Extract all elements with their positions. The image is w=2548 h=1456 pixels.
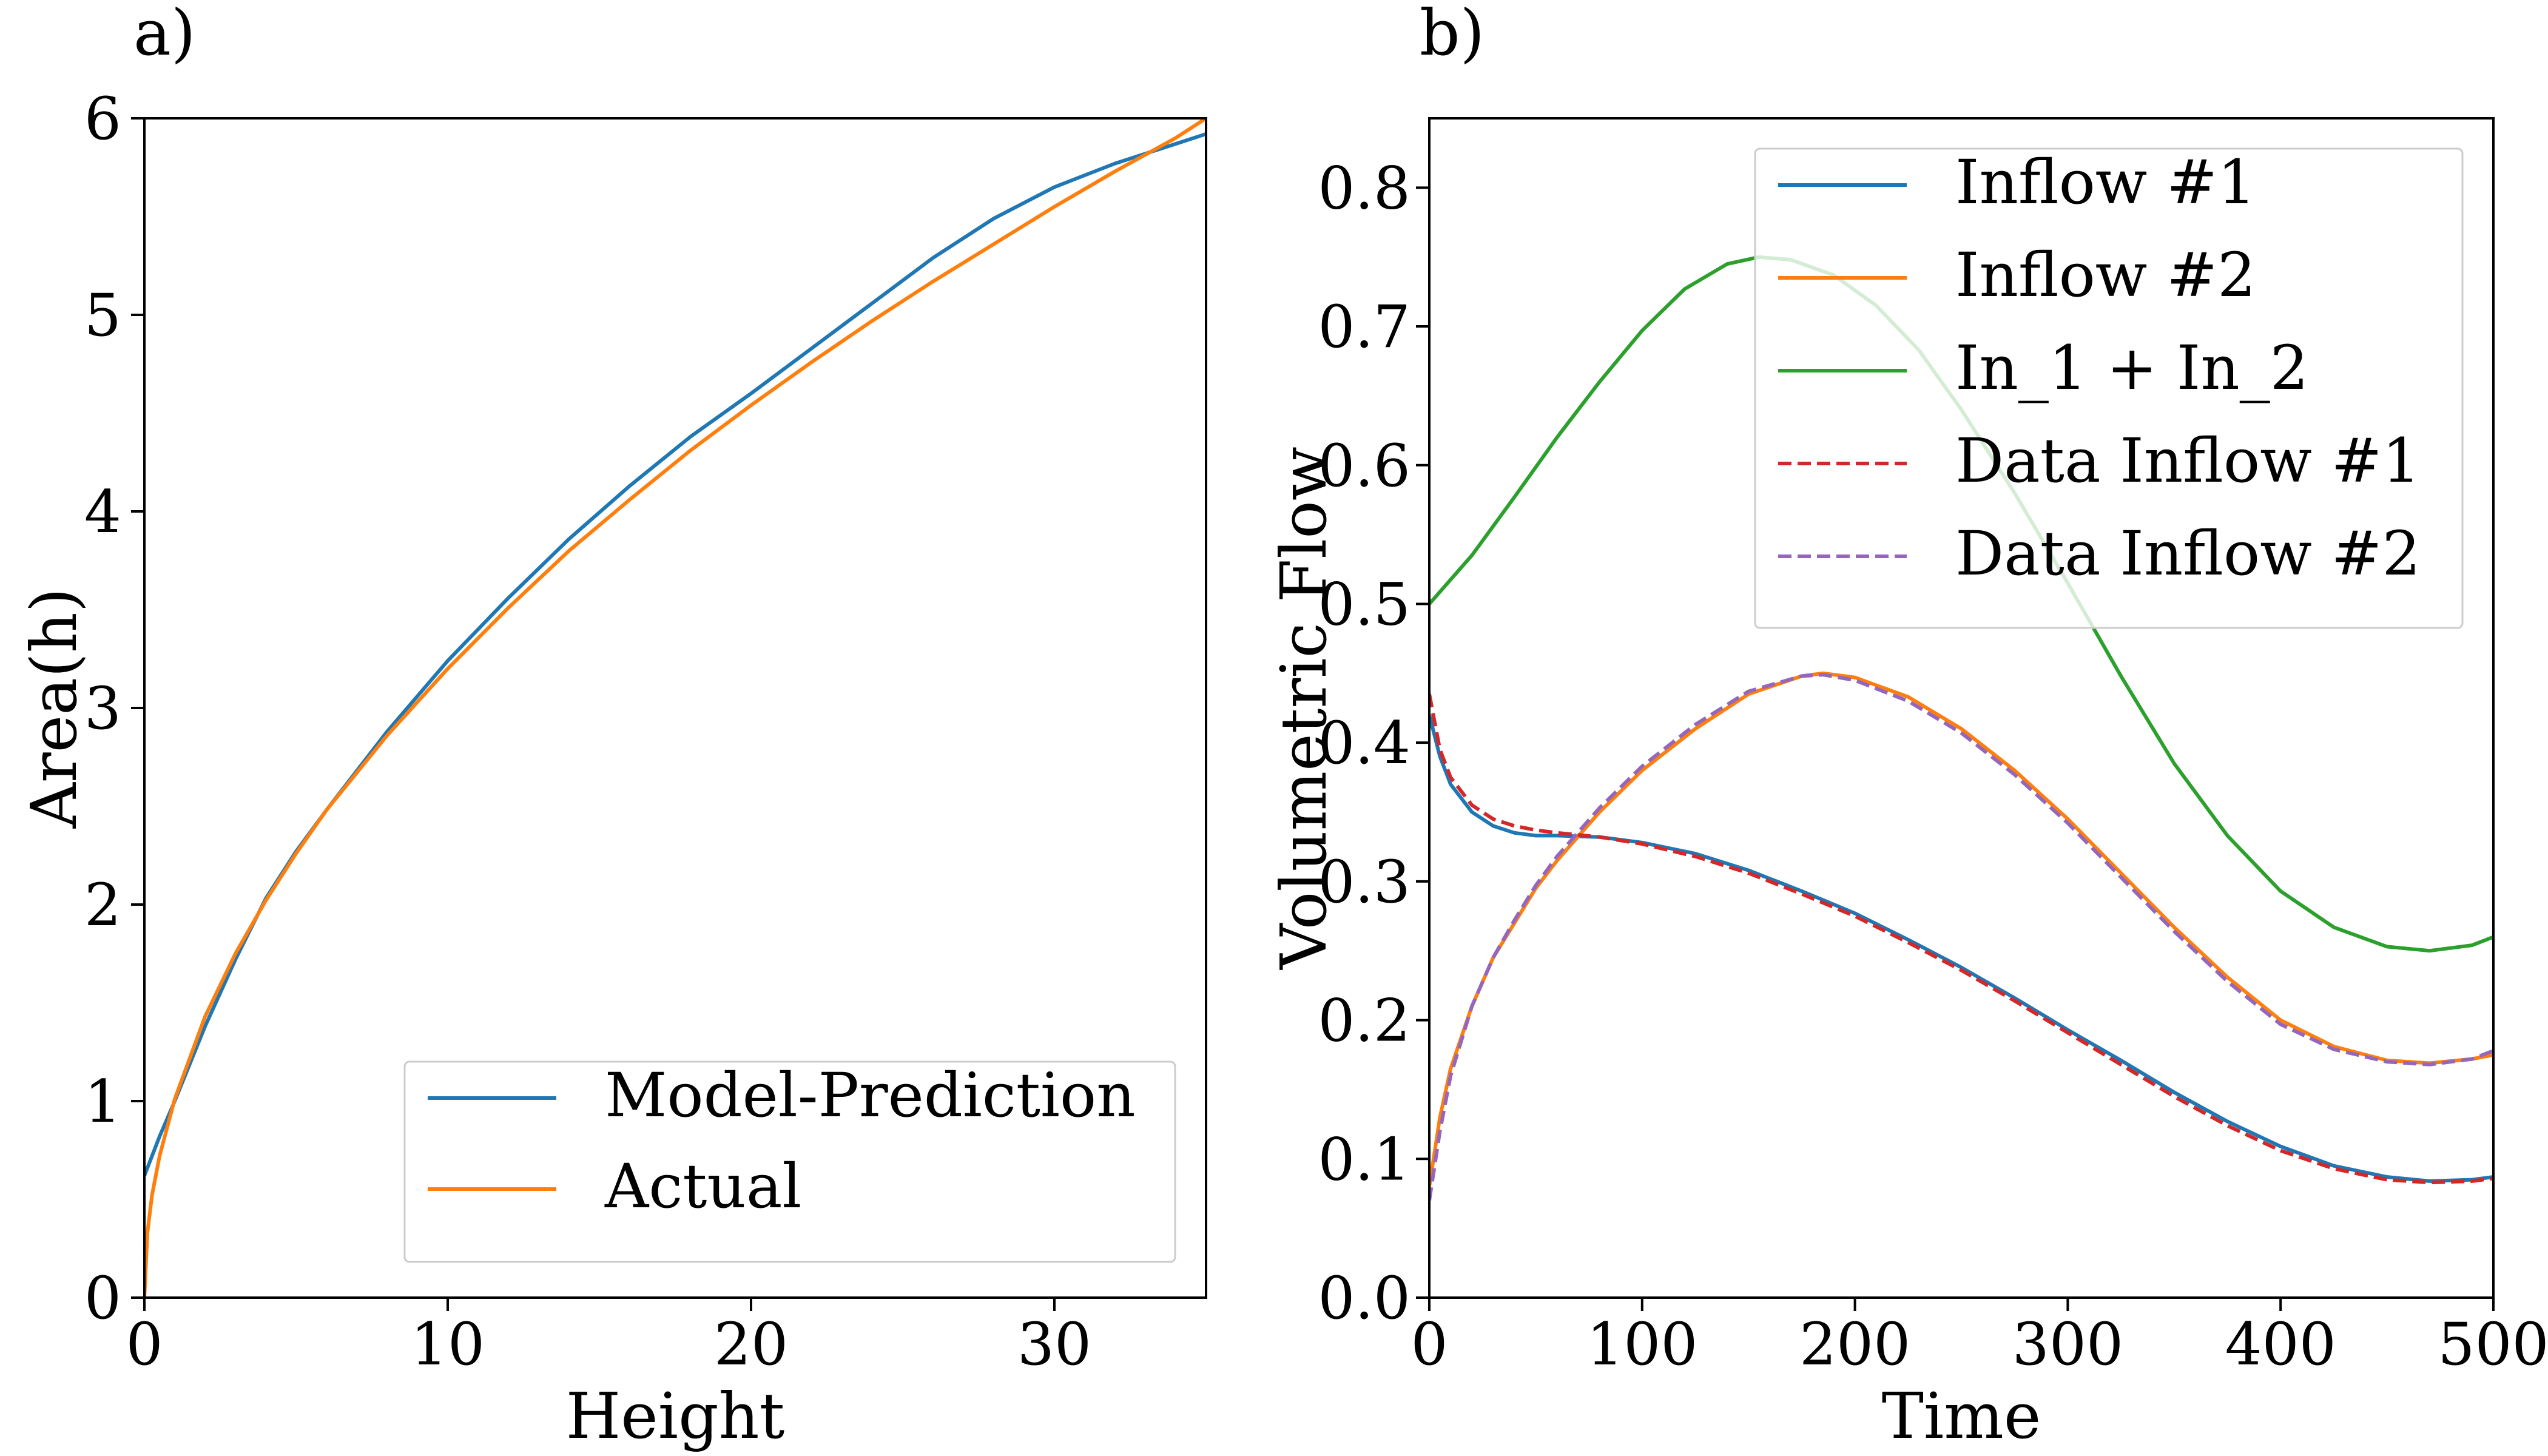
y-tick-label: 0.7	[1318, 293, 1410, 361]
series-line-data-inflow-2	[1429, 673, 2493, 1201]
panel-a-y-axis-label: Area(h)	[17, 588, 91, 829]
x-tick-label: 500	[2438, 1310, 2548, 1378]
series-line-model-prediction	[144, 132, 1206, 1177]
y-tick-label: 0.4	[1318, 709, 1410, 777]
panel-b-plot-frame	[1428, 117, 2495, 1299]
y-tick-label: 0.2	[1318, 987, 1410, 1055]
panel-b-legend: Inflow #1 Inflow #2 In_1 + In_2 Data Inf…	[1754, 147, 2464, 629]
panel-b-x-axis-label: Time	[1882, 1379, 2041, 1453]
y-tick-label: 0.8	[1318, 154, 1410, 222]
y-tick-label: 6	[84, 85, 121, 153]
x-tick-label: 10	[411, 1310, 485, 1378]
legend-label-in1-plus-in2: In_1 + In_2	[1955, 332, 2308, 403]
legend-label-model-prediction: Model-Prediction	[605, 1060, 1136, 1131]
y-tick-label: 0.1	[1318, 1125, 1410, 1193]
legend-label-inflow-1: Inflow #1	[1955, 147, 2256, 218]
legend-label-data-inflow-1: Data Inflow #1	[1955, 425, 2421, 496]
x-tick-label: 0	[126, 1310, 163, 1378]
y-tick-label: 5	[84, 281, 121, 349]
panel-label-a: a)	[133, 0, 196, 70]
series-line-data-inflow-1	[1429, 693, 2493, 1185]
legend-label-data-inflow-2: Data Inflow #2	[1955, 518, 2421, 589]
y-tick-label: 0.5	[1318, 570, 1410, 638]
x-tick-label: 400	[2225, 1310, 2336, 1378]
legend-label-inflow-2: Inflow #2	[1955, 240, 2256, 311]
y-tick-label: 2	[84, 871, 121, 939]
panel-b-legend-box	[1754, 147, 2464, 629]
panel-a-legend-box	[403, 1060, 1176, 1263]
x-tick-label: 200	[1799, 1310, 1910, 1378]
y-tick-label: 0.6	[1318, 432, 1410, 500]
x-tick-label: 100	[1586, 1310, 1697, 1378]
panel-b-y-axis-label: Volumetric Flow	[1267, 447, 1341, 971]
y-tick-label: 1	[84, 1068, 121, 1136]
x-tick-label: 20	[714, 1310, 788, 1378]
panel-a-plot-frame	[143, 117, 1207, 1299]
series-line-inflow-2	[1429, 671, 2493, 1187]
panel-label-b: b)	[1420, 0, 1485, 70]
panel-a-ticks-group: 0 10 20 30 0 1 2 3 4 5 6	[84, 85, 1091, 1378]
x-tick-label: 0	[1410, 1310, 1448, 1378]
series-line-inflow-1	[1429, 714, 2493, 1183]
series-line-actual	[144, 118, 1206, 1298]
panel-b-flow-vs-time: b) 0 100 200 300 400 500 0.0 0.1 0.2 0.3 0.4 0.5 0.6…	[1267, 0, 2548, 1453]
panel-a-legend: Model-Prediction Actual	[403, 1060, 1176, 1263]
panel-a-series-group	[144, 118, 1206, 1298]
panel-a-area-vs-height: a) 0 10 20 30 0 1 2 3 4 5 6 Height Area(h) Model-P…	[17, 0, 1207, 1453]
legend-label-actual: Actual	[604, 1151, 801, 1222]
y-tick-label: 4	[84, 478, 121, 546]
x-tick-label: 300	[2012, 1310, 2123, 1378]
panel-b-ticks-group: 0 100 200 300 400 500 0.0 0.1 0.2 0.3 0.4 0.5 0.6 0.7…	[1318, 154, 2548, 1378]
y-tick-label: 0.3	[1318, 848, 1410, 916]
y-tick-label: 0.0	[1318, 1264, 1410, 1332]
panel-a-x-axis-label: Height	[566, 1379, 785, 1453]
x-tick-label: 30	[1017, 1310, 1091, 1378]
y-tick-label: 0	[84, 1264, 121, 1332]
y-tick-label: 3	[84, 675, 121, 743]
